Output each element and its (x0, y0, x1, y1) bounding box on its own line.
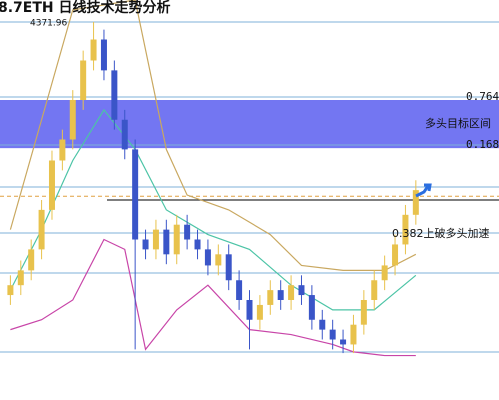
candle-body (392, 244, 399, 266)
candle-body (173, 224, 180, 255)
candle-body (319, 319, 326, 330)
candle-body (236, 280, 243, 300)
indicator-line (10, 238, 416, 357)
candle-body (59, 139, 66, 161)
candle-body (402, 214, 409, 245)
candle-body (121, 119, 128, 150)
candle-body (111, 70, 118, 120)
arrow (415, 183, 432, 198)
candle-body (48, 160, 55, 210)
candle-body (80, 60, 87, 100)
candle-body (267, 290, 274, 305)
indicator-line (9, 0, 417, 271)
peak-label: 4371.96 (30, 19, 67, 29)
candle-body (38, 209, 45, 250)
candle-body (350, 324, 357, 345)
level-label: 0.382上破多头加速 (392, 226, 490, 240)
candle-body (163, 229, 170, 255)
candle-body (28, 249, 35, 271)
candle-body (412, 190, 419, 215)
candle-body (256, 304, 263, 320)
level-label: 0.764 (466, 90, 499, 103)
candle-body (152, 229, 159, 250)
candle-body (360, 300, 367, 325)
candle-body (184, 224, 191, 240)
candle-body (298, 285, 305, 296)
candle-body (7, 285, 14, 296)
candle-body (204, 249, 211, 266)
candle-body (90, 39, 97, 61)
candle-body (194, 239, 201, 250)
candle-body (308, 295, 315, 320)
candle-body (246, 300, 253, 320)
candle-body (142, 239, 149, 250)
candle-body (17, 270, 24, 286)
chart-title: 8.7ETH 日线技术走势分析 (0, 0, 171, 16)
candle-body (381, 265, 388, 281)
zone-label: 多头目标区间 (425, 116, 491, 130)
candle-body (215, 254, 222, 266)
candle-body (329, 329, 336, 340)
candle-body (225, 254, 232, 281)
candle-body (371, 280, 378, 300)
candle-body (69, 100, 76, 140)
candle-body (132, 149, 139, 240)
candle-body (340, 339, 347, 345)
candle-body (288, 285, 295, 300)
level-label: 0.168 (466, 138, 499, 151)
candle-body (100, 39, 107, 71)
candle-body (277, 290, 284, 300)
plot (0, 0, 499, 357)
